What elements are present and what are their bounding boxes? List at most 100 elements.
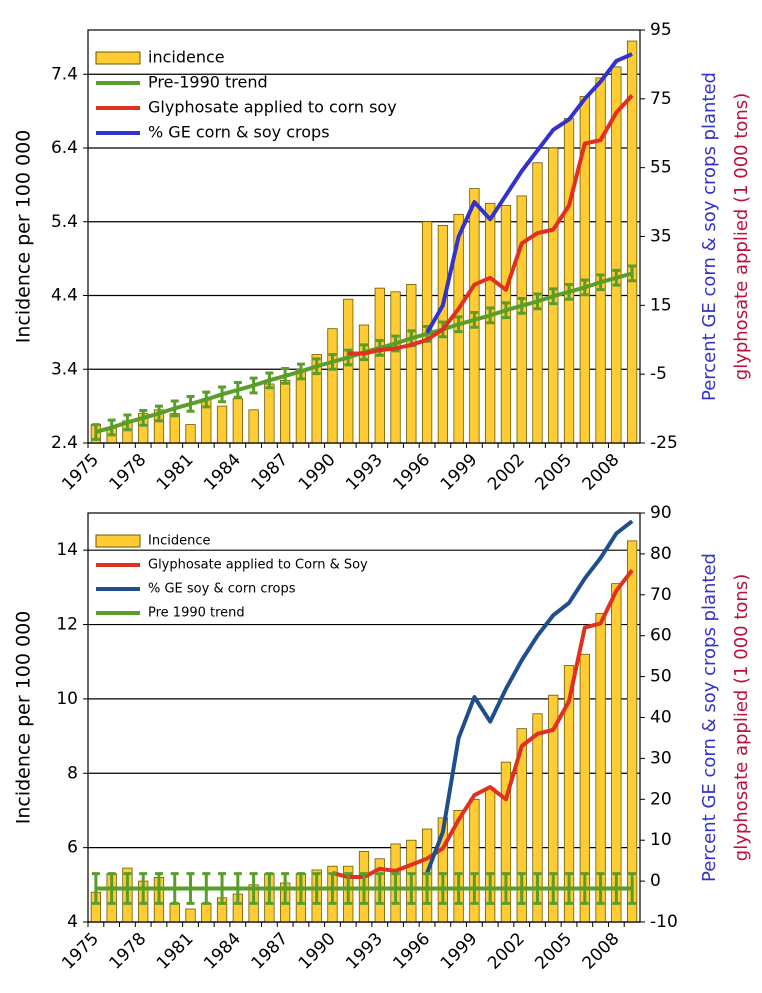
y-tick-label: 4 — [67, 912, 78, 932]
y-tick-label: 6 — [67, 838, 78, 858]
bar — [563, 118, 575, 444]
bar — [358, 324, 370, 444]
bar — [169, 413, 180, 444]
y2-tick-label: 40 — [650, 708, 672, 728]
legend-label: % GE soy & corn crops — [148, 582, 296, 597]
x-tick-label: 1996 — [389, 929, 434, 974]
legend-label: Pre 1990 trend — [148, 606, 245, 621]
x-tick-label: 2005 — [531, 929, 576, 974]
series-line — [425, 52, 633, 334]
x-tick-label: 1999 — [437, 929, 482, 974]
x-tick-label: 1981 — [153, 450, 198, 495]
bar — [185, 908, 196, 923]
y2-tick-label: 35 — [650, 227, 672, 247]
y2-axis-label: Percent GE corn & soy crops planted — [699, 553, 720, 882]
legend-label: Glyphosate applied to corn soy — [148, 98, 397, 117]
bar — [201, 903, 212, 923]
x-tick-label: 2005 — [531, 450, 576, 495]
y2-tick-label: 90 — [650, 503, 672, 523]
y2-tick-label: 10 — [650, 830, 672, 850]
y2-tick-label: 20 — [650, 789, 672, 809]
bar — [390, 291, 401, 444]
bar — [216, 405, 228, 444]
y-tick-label: 12 — [56, 615, 78, 635]
y-axis-label: Incidence per 100 000 — [13, 611, 35, 825]
y2-axis-label: Percent GE corn & soy crops planted — [699, 72, 720, 401]
y2-axis-label: glyphosate applied (1 000 tons) — [731, 574, 752, 861]
y2-tick-label: 30 — [650, 748, 672, 768]
x-tick-label: 1999 — [437, 450, 482, 495]
x-tick-label: 1987 — [247, 929, 292, 974]
series-line — [425, 519, 634, 874]
bar — [374, 287, 385, 444]
x-tick-label: 2002 — [484, 450, 529, 495]
bar — [343, 298, 354, 444]
y2-tick-label: -5 — [650, 364, 667, 384]
x-tick-label: 1981 — [153, 929, 198, 974]
bar — [500, 205, 512, 444]
bar — [611, 66, 622, 444]
y2-tick-label: -25 — [650, 433, 678, 453]
y-tick-label: 8 — [67, 763, 78, 783]
y2-tick-label: 60 — [650, 626, 672, 646]
bar — [406, 284, 417, 444]
y2-tick-label: 80 — [650, 544, 672, 564]
y2-tick-label: 15 — [650, 295, 672, 315]
legend-label: incidence — [148, 48, 225, 67]
y2-tick-label: 50 — [650, 667, 672, 687]
bar — [626, 540, 638, 923]
y2-tick-label: 70 — [650, 585, 672, 605]
x-tick-label: 1984 — [200, 450, 245, 495]
y2-tick-label: 0 — [650, 871, 661, 891]
x-tick-label: 1978 — [106, 450, 151, 495]
x-tick-label: 2008 — [579, 450, 624, 495]
bar — [248, 409, 259, 444]
y-axis-label: Incidence per 100 000 — [13, 130, 35, 344]
x-tick-label: 1993 — [342, 450, 387, 495]
y2-tick-label: 95 — [650, 20, 672, 40]
x-tick-label: 1987 — [247, 450, 292, 495]
y2-axis-label: glyphosate applied (1 000 tons) — [731, 93, 752, 380]
y-tick-label: 4.4 — [51, 286, 78, 306]
legend-swatch — [95, 51, 141, 65]
x-tick-label: 1990 — [295, 450, 340, 495]
y-tick-label: 6.4 — [51, 138, 78, 158]
x-tick-label: 1975 — [58, 450, 103, 495]
bar — [611, 583, 622, 923]
y-tick-label: 10 — [56, 689, 78, 709]
plot-frame — [87, 29, 641, 444]
y2-tick-label: -10 — [650, 912, 678, 932]
bar — [327, 328, 338, 444]
bar — [280, 379, 291, 444]
plot-frame — [87, 512, 641, 923]
legend-label: Incidence — [148, 534, 210, 549]
y-tick-label: 3.4 — [51, 359, 78, 379]
y2-tick-label: 75 — [650, 89, 672, 109]
chart-panel: 2.4 3.4 4.4 5.4 6.4 7.4 -25 -5 15 35 55 75 95 1975 197… — [13, 20, 753, 495]
error-bar — [91, 423, 100, 441]
y2-tick-label: 55 — [650, 158, 672, 178]
x-tick-label: 1984 — [200, 929, 245, 974]
y-tick-label: 2.4 — [51, 433, 78, 453]
error-bar — [91, 872, 100, 905]
x-tick-label: 2002 — [484, 929, 529, 974]
x-tick-label: 1978 — [106, 929, 151, 974]
x-tick-label: 1975 — [58, 929, 103, 974]
bar — [232, 398, 243, 444]
series-line — [331, 569, 634, 880]
legend-swatch — [95, 534, 141, 548]
x-tick-label: 1993 — [342, 929, 387, 974]
x-tick-label: 1996 — [389, 450, 434, 495]
legend-label: Glyphosate applied to Corn & Soy — [148, 558, 368, 573]
bar — [169, 903, 180, 923]
series-line — [348, 94, 634, 356]
bar — [185, 424, 196, 444]
bar — [264, 383, 275, 444]
bar — [516, 195, 527, 444]
y-tick-label: 14 — [56, 540, 78, 560]
legend-label: % GE corn & soy crops — [148, 123, 330, 142]
x-tick-label: 2008 — [579, 929, 624, 974]
y-tick-label: 5.4 — [51, 212, 78, 232]
